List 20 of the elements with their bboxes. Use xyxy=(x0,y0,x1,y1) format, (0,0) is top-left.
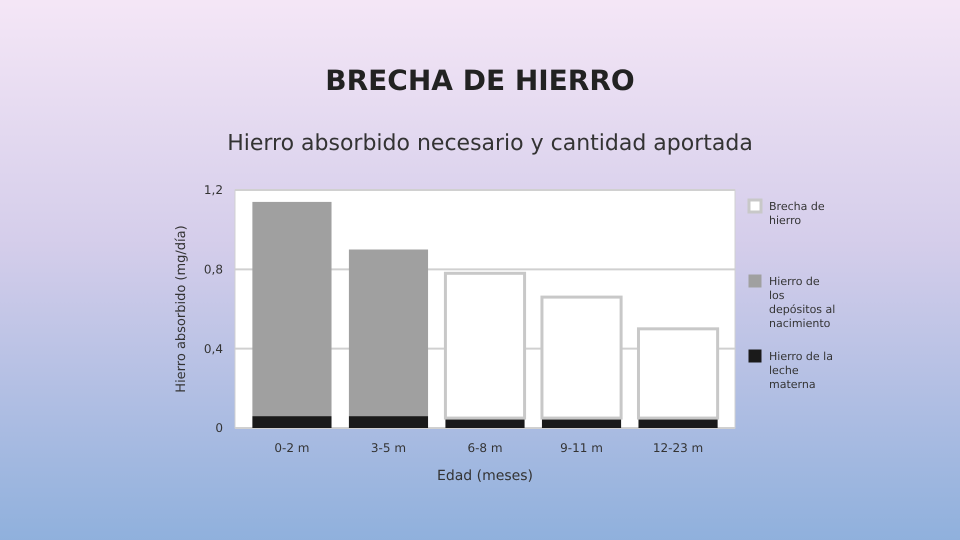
y-tick-label: 1,2 xyxy=(204,183,223,198)
legend-label: Hierro de los depósitos al nacimiento xyxy=(769,275,836,330)
bar xyxy=(252,202,332,416)
chart-title: BRECHA DE HIERRO xyxy=(325,64,635,97)
y-tick-label: 0,8 xyxy=(204,262,223,277)
bar xyxy=(348,250,428,416)
bar xyxy=(348,416,428,428)
x-tick-label: 9-11 m xyxy=(560,441,603,455)
y-axis-title: Hierro absorbido (mg/día) xyxy=(174,225,189,393)
bar xyxy=(252,416,332,428)
chart-subtitle: Hierro absorbido necesario y cantidad aportada xyxy=(227,131,753,156)
x-tick-label: 0-2 m xyxy=(274,441,310,455)
x-axis-title: Edad (meses) xyxy=(436,468,534,484)
x-tick-label: 3-5 m xyxy=(370,441,406,455)
x-tick-label: 12-23 m xyxy=(652,441,704,455)
legend-label: Hierro de la leche materna xyxy=(769,350,833,391)
y-tick-label: 0,4 xyxy=(204,342,223,356)
legend-label: Brecha de hierro xyxy=(769,200,825,227)
y-tick-label: 0 xyxy=(215,421,223,436)
x-tick-label: 6-8 m xyxy=(467,441,503,455)
